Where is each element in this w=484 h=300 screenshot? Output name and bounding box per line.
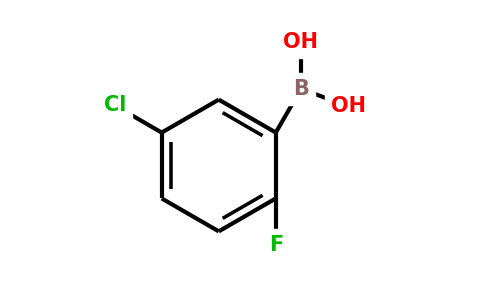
Text: OH: OH [331, 96, 366, 116]
Text: OH: OH [284, 32, 318, 52]
Text: F: F [269, 235, 283, 255]
Text: B: B [293, 79, 309, 99]
Text: Cl: Cl [104, 95, 126, 116]
